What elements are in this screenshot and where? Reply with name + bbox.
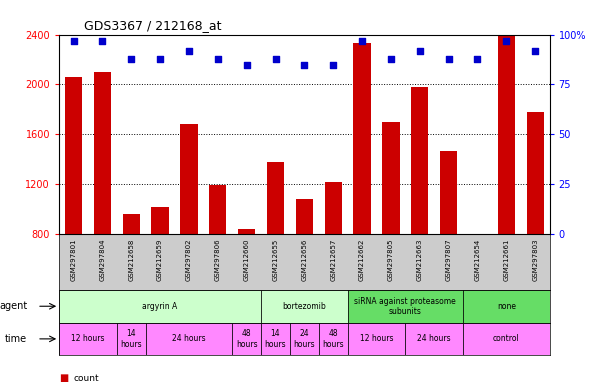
Bar [209,185,226,234]
Point [69,38,78,44]
Bar [122,214,140,234]
Text: GSM212663: GSM212663 [417,239,423,281]
Bar [232,323,261,355]
Text: GSM297802: GSM297802 [186,239,192,281]
Text: 12 hours: 12 hours [360,334,393,343]
Point [329,61,338,68]
Bar [59,290,261,323]
Text: GSM212654: GSM212654 [475,239,480,281]
Text: GSM212656: GSM212656 [301,239,307,281]
Text: 24 hours: 24 hours [417,334,451,343]
Bar [94,72,111,234]
Bar [353,43,371,234]
Bar [440,151,457,234]
Text: 48
hours: 48 hours [323,329,344,349]
Text: GSM212662: GSM212662 [359,239,365,281]
Bar [290,323,319,355]
Text: GDS3367 / 212168_at: GDS3367 / 212168_at [84,19,221,32]
Bar [261,290,348,323]
Bar [261,323,290,355]
Point [271,55,280,61]
Text: GSM212660: GSM212660 [243,239,249,281]
Bar [145,323,232,355]
Bar [117,323,145,355]
Point [300,61,309,68]
Text: GSM212661: GSM212661 [504,239,509,281]
Bar [405,323,463,355]
Point [386,55,395,61]
Text: none: none [497,302,516,311]
Text: GSM297806: GSM297806 [215,239,221,281]
Point [242,61,251,68]
Text: count: count [74,374,99,383]
Text: 14
hours: 14 hours [121,329,142,349]
Bar [411,87,428,234]
Text: GSM212659: GSM212659 [157,239,163,281]
Bar [65,77,82,234]
Text: argyrin A: argyrin A [142,302,178,311]
Text: GSM297803: GSM297803 [532,239,538,281]
Bar [498,36,515,234]
Text: siRNA against proteasome
subunits: siRNA against proteasome subunits [355,296,456,316]
Point [473,55,482,61]
Point [126,55,136,61]
Bar [324,182,342,234]
Bar [463,323,550,355]
Text: GSM212655: GSM212655 [272,239,278,281]
Point [444,55,453,61]
Text: GSM297807: GSM297807 [446,239,452,281]
Text: GSM212657: GSM212657 [330,239,336,281]
Text: 12 hours: 12 hours [71,334,105,343]
Bar [238,229,255,234]
Point [358,38,367,44]
Point [531,48,540,54]
Text: agent: agent [0,301,27,311]
Text: GSM212658: GSM212658 [128,239,134,281]
Text: 24 hours: 24 hours [172,334,206,343]
Bar [469,234,486,235]
Bar [527,112,544,234]
Bar [59,323,117,355]
Text: 24
hours: 24 hours [294,329,315,349]
Bar [348,323,405,355]
Bar [348,290,463,323]
Bar [151,207,169,234]
Bar [267,162,284,234]
Point [184,48,194,54]
Text: time: time [5,334,27,344]
Point [98,38,107,44]
Point [415,48,424,54]
Bar [180,124,197,234]
Bar [319,323,348,355]
Text: bortezomib: bortezomib [282,302,326,311]
Bar [296,199,313,234]
Point [155,55,165,61]
Bar [382,122,400,234]
Text: GSM297805: GSM297805 [388,239,394,281]
Text: 48
hours: 48 hours [236,329,258,349]
Text: control: control [493,334,519,343]
Point [213,55,223,61]
Bar [463,290,550,323]
Text: GSM297801: GSM297801 [70,239,76,281]
Point [502,38,511,44]
Text: ■: ■ [59,373,69,383]
Text: GSM297804: GSM297804 [99,239,105,281]
Text: 14
hours: 14 hours [265,329,286,349]
